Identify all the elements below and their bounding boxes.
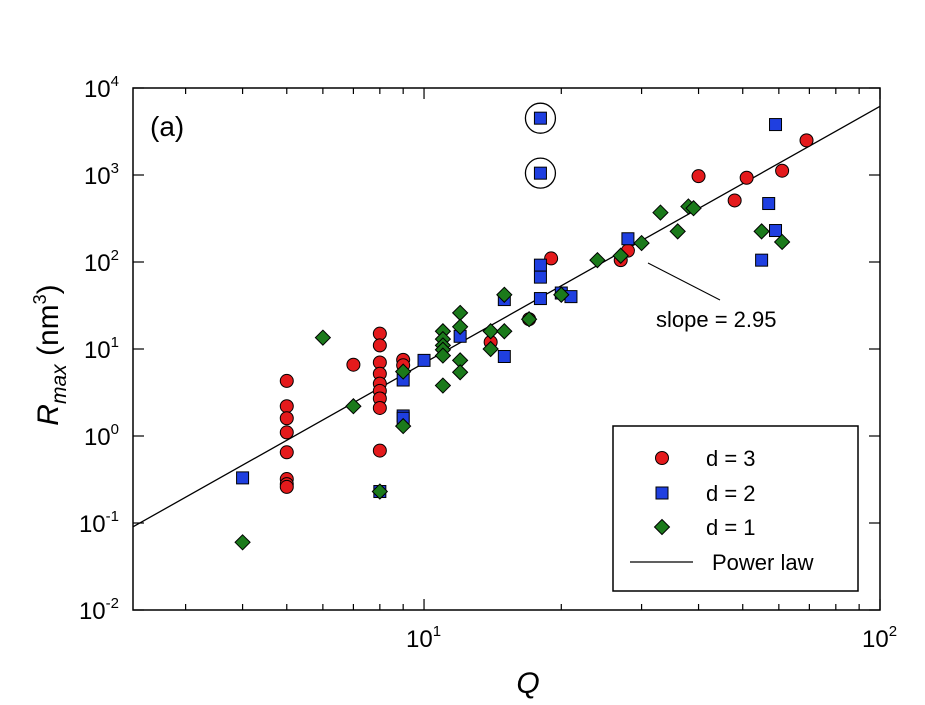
x-tick-label: 102 (862, 623, 897, 653)
x-tick-label: 101 (406, 623, 441, 653)
legend-marker-d1 (653, 518, 671, 536)
data-point-d1 (434, 377, 452, 394)
data-point-d1 (652, 204, 669, 221)
data-point-d2 (621, 232, 635, 246)
data-point-d2 (755, 253, 769, 267)
x-axis-label: Q (516, 667, 539, 700)
y-tick-label: 100 (84, 421, 119, 451)
data-point-d3 (279, 445, 294, 460)
data-point-d1 (451, 364, 469, 381)
slope-annotation: slope = 2.95 (656, 307, 776, 332)
data-point-d1 (345, 398, 362, 415)
y-axis-label-main: R (32, 404, 65, 426)
outlier-circle (524, 157, 557, 189)
data-point-d1 (633, 234, 650, 252)
data-point-d3 (372, 326, 387, 341)
data-point-d3 (279, 425, 294, 440)
panel-label: (a) (150, 111, 184, 142)
data-point-d1 (496, 286, 513, 303)
data-point-d2 (497, 349, 511, 363)
data-point-d1 (553, 286, 570, 303)
y-axis-label-units-sup: 3 (30, 294, 50, 304)
data-point-d3 (775, 163, 790, 178)
data-point-d3 (691, 169, 706, 184)
data-point-d3 (372, 338, 387, 353)
power-law-fit-line (132, 105, 881, 528)
data-point-d1 (612, 247, 629, 264)
data-point-d1 (394, 417, 412, 435)
data-point-d3 (799, 133, 814, 148)
data-point-d2 (533, 111, 547, 125)
data-point-d3 (346, 357, 361, 372)
legend-marker-d2 (655, 486, 669, 500)
data-point-d2 (762, 197, 776, 211)
y-tick-label: 104 (84, 73, 119, 103)
data-point-d1 (589, 251, 606, 269)
data-point-d3 (739, 170, 754, 185)
data-point-d3 (279, 479, 294, 494)
y-tick-label: 10-2 (79, 595, 119, 625)
y-tick-label: 101 (84, 334, 119, 364)
legend-box (612, 425, 859, 592)
data-point-d1 (234, 534, 251, 551)
y-tick-label: 10-1 (79, 508, 119, 538)
data-point-d2 (769, 224, 783, 238)
slope-annotation-leader (647, 262, 721, 301)
data-point-d3 (544, 251, 559, 266)
data-point-d3 (372, 443, 387, 458)
legend-marker-d3 (655, 451, 669, 465)
data-point-d3 (372, 400, 387, 415)
outlier-circle (524, 102, 557, 134)
legend-label-d3: d = 3 (706, 446, 756, 471)
y-axis-label: Rmax (nm3) (30, 284, 71, 425)
data-point-d2 (533, 258, 547, 272)
data-point-d3 (279, 399, 294, 414)
data-point-d1 (314, 329, 332, 346)
data-point-d1 (451, 304, 469, 322)
legend-label-d2: d = 2 (706, 481, 756, 506)
legend-label-d1: d = 1 (706, 515, 756, 540)
data-point-d1 (773, 233, 791, 251)
y-axis-label-sub: max (48, 363, 71, 404)
y-axis-label-units: (nm (32, 304, 65, 364)
data-point-d1 (753, 223, 770, 240)
data-point-d3 (727, 193, 742, 208)
legend-label-power-law: Power law (712, 550, 814, 575)
data-point-d1 (669, 223, 686, 240)
data-point-d1 (394, 363, 412, 380)
data-point-d2 (533, 270, 547, 284)
data-point-d1 (482, 340, 499, 358)
data-point-d1 (482, 323, 499, 340)
y-tick-label: 103 (84, 160, 119, 190)
data-point-d3 (279, 411, 294, 426)
data-point-d1 (496, 323, 513, 340)
data-point-d1 (371, 483, 389, 500)
data-point-d2 (417, 353, 431, 367)
y-tick-label: 102 (84, 247, 119, 277)
data-point-d2 (769, 118, 783, 132)
data-point-d2 (533, 166, 547, 180)
data-point-d1 (434, 347, 452, 364)
legend: d = 3 d = 2 d = 1 Power law (612, 425, 859, 592)
data-point-d3 (279, 373, 294, 388)
data-point-d1 (451, 318, 469, 335)
data-point-d1 (520, 311, 538, 328)
data-point-d2 (236, 471, 250, 485)
data-point-d1 (685, 200, 702, 217)
y-axis-label-units-close: ) (32, 284, 65, 294)
data-point-d2 (533, 292, 547, 306)
